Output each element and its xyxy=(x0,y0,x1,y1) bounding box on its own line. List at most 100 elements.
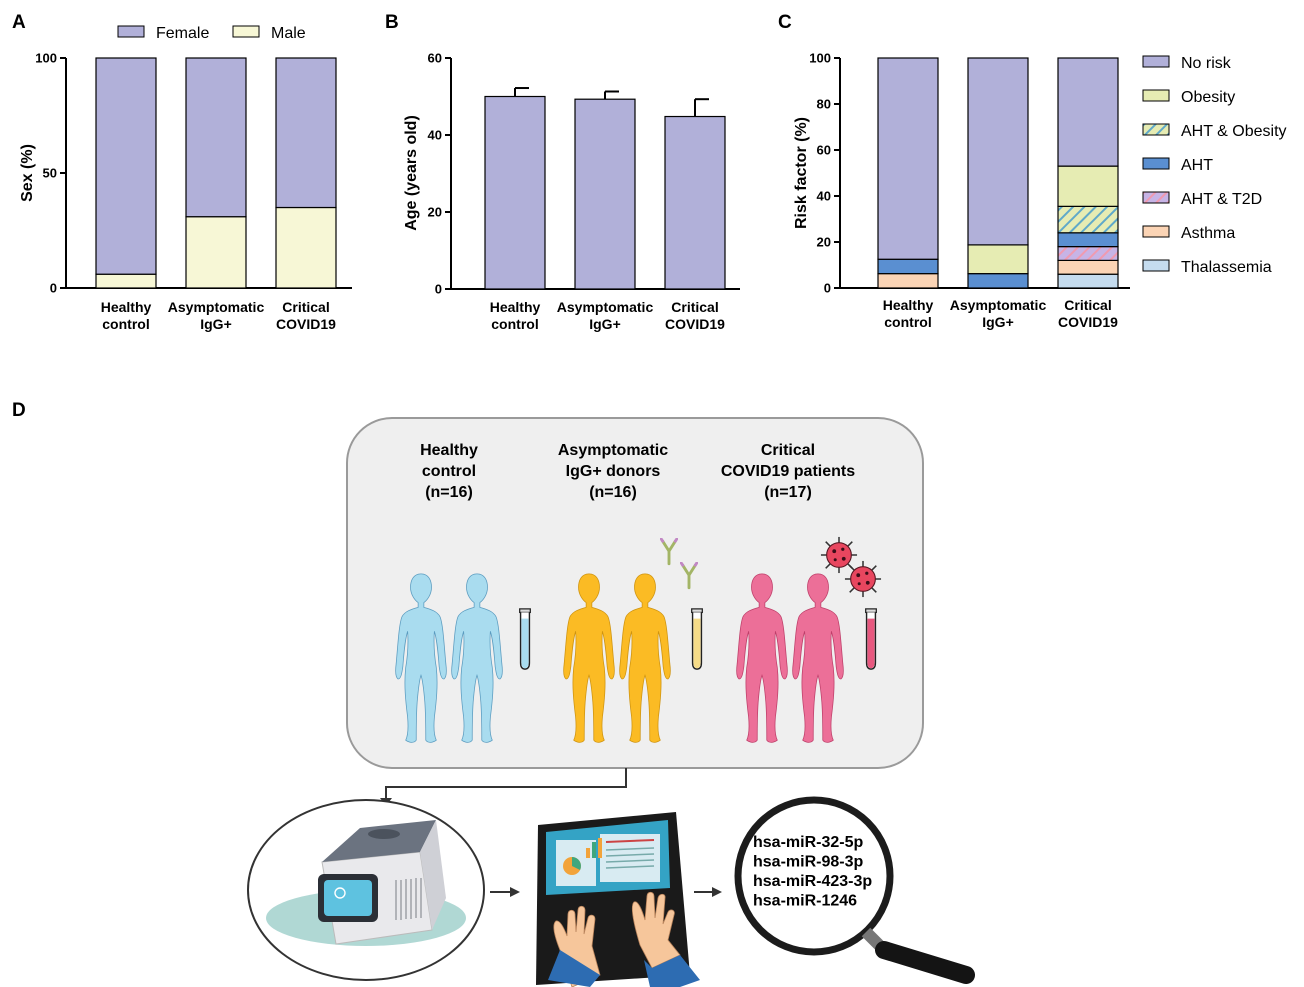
y-axis-label-c: Risk factor (%) xyxy=(793,117,810,229)
panel-c-risk-chart: C Risk factor (%) 0 20 40 60 80 100 Healthycon… xyxy=(778,12,1287,330)
left-sleeve xyxy=(548,950,600,987)
x-category-label: control xyxy=(884,314,931,330)
y-tick-label: 0 xyxy=(435,282,442,297)
panel-a-sex-chart: A Female Male Sex (%) 0 50 100 Healthycontro… xyxy=(12,12,352,332)
x-category-label: Asymptomatic xyxy=(557,299,654,315)
bar-male xyxy=(95,273,157,289)
x-category-label: COVID19 xyxy=(276,316,336,332)
mirna-label: hsa-miR-1246 xyxy=(753,893,857,910)
y-tick-label: 50 xyxy=(43,166,57,181)
x-category-label: IgG+ xyxy=(200,316,232,332)
panel-letter-a: A xyxy=(12,12,26,33)
legend-swatch xyxy=(232,25,260,38)
legend-swatch xyxy=(1142,89,1170,102)
bar-female xyxy=(95,57,157,275)
legend-label: Obesity xyxy=(1181,89,1235,106)
panel-letter-c: C xyxy=(778,12,792,33)
y-tick-label: 40 xyxy=(817,189,831,204)
group-label: (n=17) xyxy=(764,484,812,501)
right-hand xyxy=(632,891,681,969)
bar xyxy=(574,98,636,290)
bar-male xyxy=(185,216,247,289)
x-category-label: Asymptomatic xyxy=(950,297,1047,313)
group-label: Healthy xyxy=(420,442,478,459)
legend-a: Female Male xyxy=(117,25,306,42)
bar-segment xyxy=(877,258,939,275)
group-label: (n=16) xyxy=(589,484,637,501)
x-category-label: control xyxy=(102,316,149,332)
mirna-label: hsa-miR-32-5p xyxy=(753,834,863,851)
screen-pie-slice xyxy=(572,857,581,870)
sequencer-side xyxy=(420,820,446,930)
y-axis-label-b: Age (years old) xyxy=(403,115,420,231)
y-tick-label: 100 xyxy=(35,51,57,66)
screen-bars xyxy=(586,838,602,858)
asymptomatic-blood-tube-icon xyxy=(690,608,704,670)
sequencer-lid-port xyxy=(368,829,400,839)
legend-label: Female xyxy=(156,25,209,42)
right-sleeve xyxy=(644,955,700,987)
bar xyxy=(664,115,726,290)
bar-female xyxy=(185,57,247,218)
x-category-label: IgG+ xyxy=(982,314,1014,330)
group-label: control xyxy=(422,463,476,480)
x-category-label: Healthy xyxy=(883,297,934,313)
sequencer-vents xyxy=(395,878,422,920)
bar-segment xyxy=(1057,232,1119,248)
x-category-label: IgG+ xyxy=(589,316,621,332)
group-label: Asymptomatic xyxy=(558,442,668,459)
x-category-label: COVID19 xyxy=(665,316,725,332)
y-axis-label-a: Sex (%) xyxy=(19,144,36,202)
mirna-list: hsa-miR-32-5p hsa-miR-98-3p hsa-miR-423-3p… xyxy=(753,834,872,910)
y-tick-label: 60 xyxy=(817,143,831,158)
bar-segment xyxy=(1057,165,1119,207)
bar-segment xyxy=(877,57,939,260)
bar-segment xyxy=(1057,273,1119,289)
bar-male xyxy=(275,206,337,289)
laptop-illustration xyxy=(536,812,700,987)
sequencer-illustration xyxy=(247,799,485,981)
group-label: IgG+ donors xyxy=(566,463,661,480)
critical-blood-tube-icon xyxy=(864,608,878,670)
x-category-label: Critical xyxy=(1064,297,1111,313)
mirna-label: hsa-miR-98-3p xyxy=(753,854,863,871)
legend-swatch xyxy=(1142,259,1170,272)
magnifier-lens xyxy=(734,796,894,956)
legend-swatch xyxy=(117,25,145,38)
group-labels: Healthy control (n=16) Asymptomatic IgG+ don… xyxy=(420,442,855,501)
y-tick-label: 20 xyxy=(428,205,442,220)
bar-segment xyxy=(1057,246,1119,262)
bar-segment xyxy=(1057,205,1119,234)
sequencer-screen-icon xyxy=(334,887,346,899)
x-category-label: Critical xyxy=(282,299,329,315)
virus-icon xyxy=(844,560,882,598)
legend-label: AHT & Obesity xyxy=(1181,123,1287,140)
screen-lines xyxy=(605,839,655,843)
sequencer-lid xyxy=(322,820,436,862)
bar-segment xyxy=(1057,57,1119,167)
panel-letter-d: D xyxy=(12,400,26,421)
arrowhead xyxy=(510,887,520,897)
legend-swatch xyxy=(1142,55,1170,68)
y-tick-label: 80 xyxy=(817,97,831,112)
healthy-blood-tube-icon xyxy=(518,608,532,670)
group-label: Critical xyxy=(761,442,815,459)
group-label: (n=16) xyxy=(425,484,473,501)
mirna-label: hsa-miR-423-3p xyxy=(753,873,872,890)
bar-segment xyxy=(967,244,1029,275)
y-tick-label: 0 xyxy=(824,281,831,296)
y-tick-label: 100 xyxy=(809,51,831,66)
legend-label: AHT & T2D xyxy=(1181,191,1262,208)
y-tick-label: 20 xyxy=(817,235,831,250)
magnifier-handle xyxy=(875,941,975,984)
bar-segment xyxy=(877,273,939,289)
bar-segment xyxy=(967,273,1029,289)
connector-line xyxy=(385,768,627,800)
legend-c: No risk Obesity AHT & Obesity AHT AHT & T2D A… xyxy=(1142,55,1287,276)
legend-swatch xyxy=(1142,225,1170,238)
legend-label: Male xyxy=(271,25,306,42)
